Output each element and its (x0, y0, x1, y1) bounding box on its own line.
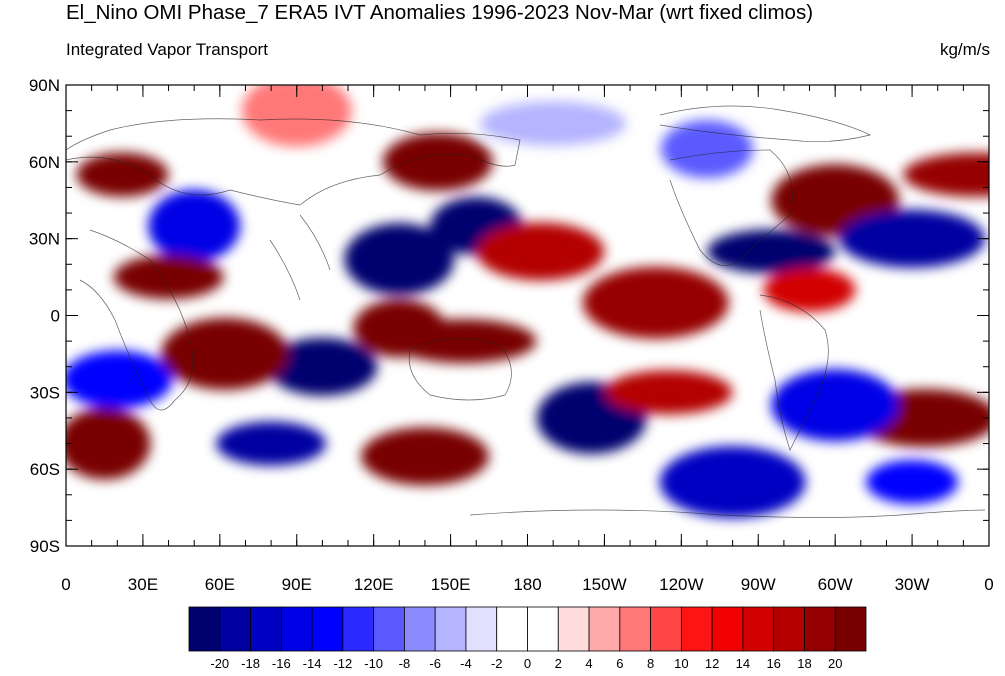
colorbar (188, 606, 867, 652)
lon-label: 120E (354, 575, 394, 594)
colorbar-label: -12 (333, 656, 352, 671)
anomaly-region (476, 222, 605, 281)
lon-label: 30E (128, 575, 158, 594)
anomaly-region (76, 152, 169, 197)
colorbar-swatch (465, 606, 498, 652)
lat-label: 90N (29, 76, 60, 95)
colorbar-label: 8 (647, 656, 654, 671)
colorbar-swatch (711, 606, 744, 652)
colorbar-swatch (650, 606, 682, 652)
anomaly-region (66, 350, 173, 409)
colorbar-label: 14 (736, 656, 750, 671)
lat-label: 60N (29, 153, 60, 172)
lon-label: 150W (582, 575, 626, 594)
colorbar-swatch (557, 606, 590, 652)
colorbar-swatch (773, 606, 805, 652)
colorbar-label: 12 (705, 656, 719, 671)
colorbar-swatch (680, 606, 713, 652)
anomaly-region (382, 132, 493, 191)
anomaly-region (480, 101, 627, 146)
lat-label: 30S (30, 383, 60, 402)
longitude-labels: 0 30E 60E 90E 120E 150E 180 150W 120W 90W 60W 30W 0 (61, 575, 993, 594)
axis-ticks (65, 84, 990, 547)
anomaly-region (344, 223, 455, 296)
colorbar-label: 2 (555, 656, 562, 671)
colorbar-swatch (588, 606, 621, 652)
colorbar-label: -16 (272, 656, 291, 671)
colorbar-label: 16 (766, 656, 780, 671)
colorbar-swatch (342, 606, 375, 652)
colorbar-label: 0 (524, 656, 531, 671)
colorbar-swatch (834, 606, 867, 652)
anomaly-region (866, 459, 959, 504)
anomaly-region (113, 255, 224, 300)
lat-label: 30N (29, 230, 60, 249)
colorbar-swatch (311, 606, 344, 652)
anomaly-region (216, 421, 327, 466)
units-label: kg/m/s (939, 40, 990, 59)
lon-label: 90E (282, 575, 312, 594)
colorbar-swatch (527, 606, 559, 652)
lon-label: 30W (895, 575, 930, 594)
anomaly-field (66, 85, 989, 546)
lon-label: 60E (205, 575, 235, 594)
anomaly-region (839, 209, 986, 268)
colorbar-swatch (804, 606, 836, 652)
variable-name: Integrated Vapor Transport (66, 40, 268, 59)
colorbar-label: 6 (616, 656, 623, 671)
colorbar-label: -2 (491, 656, 503, 671)
anomaly-region (241, 85, 352, 147)
anomaly-region (360, 427, 489, 486)
anomaly-region (763, 267, 856, 312)
colorbar-label: -6 (429, 656, 441, 671)
colorbar-label: 20 (828, 656, 842, 671)
lon-label: 90W (741, 575, 776, 594)
anomaly-region (707, 229, 836, 274)
colorbar-swatch (496, 606, 528, 652)
colorbar-swatch (619, 606, 651, 652)
anomaly-region (66, 407, 151, 480)
anomaly-region (353, 299, 446, 358)
anomaly-region (771, 369, 900, 442)
lat-label: 90S (30, 537, 60, 556)
colorbar-swatch (188, 606, 221, 652)
lat-label: 60S (30, 460, 60, 479)
lon-label: 120W (659, 575, 703, 594)
anomaly-region (582, 266, 729, 339)
colorbar-label: -18 (241, 656, 260, 671)
anomaly-region (604, 370, 733, 415)
anomaly-region (148, 189, 241, 262)
anomaly-region (659, 445, 806, 518)
colorbar-swatch (250, 606, 282, 652)
colorbar-label: 18 (797, 656, 811, 671)
colorbar-label: 10 (674, 656, 688, 671)
lat-label: 0 (51, 307, 60, 326)
lon-label: 60W (818, 575, 853, 594)
anomaly-region (160, 317, 289, 390)
lon-label: 0 (61, 575, 70, 594)
latitude-labels: 90N 60N 30N 0 30S 60S 90S (29, 76, 60, 556)
anomaly-region (267, 337, 378, 396)
colorbar-swatch (434, 606, 467, 652)
colorbar-label: -8 (399, 656, 411, 671)
coastlines (66, 105, 986, 518)
lon-label: 150E (431, 575, 471, 594)
map-title: El_Nino OMI Phase_7 ERA5 IVT Anomalies 1… (66, 1, 814, 24)
colorbar-swatch (280, 606, 313, 652)
colorbar-label: -10 (364, 656, 383, 671)
colorbar-label: -14 (303, 656, 322, 671)
lon-label: 180 (513, 575, 541, 594)
colorbar-swatch (219, 606, 251, 652)
colorbar-swatch (404, 606, 436, 652)
lon-label: 0 (984, 575, 993, 594)
anomaly-region (660, 120, 753, 179)
colorbar-label: 4 (585, 656, 592, 671)
colorbar-labels: -20 -18 -16 -14 -12 -10 -8 -6 -4 -2 0 2 4 6 8 10 12 14 16 1… (210, 656, 842, 671)
colorbar-label: -20 (210, 656, 229, 671)
colorbar-swatch (373, 606, 405, 652)
colorbar-swatch (742, 606, 775, 652)
anomaly-region (903, 152, 989, 197)
colorbar-label: -4 (460, 656, 472, 671)
